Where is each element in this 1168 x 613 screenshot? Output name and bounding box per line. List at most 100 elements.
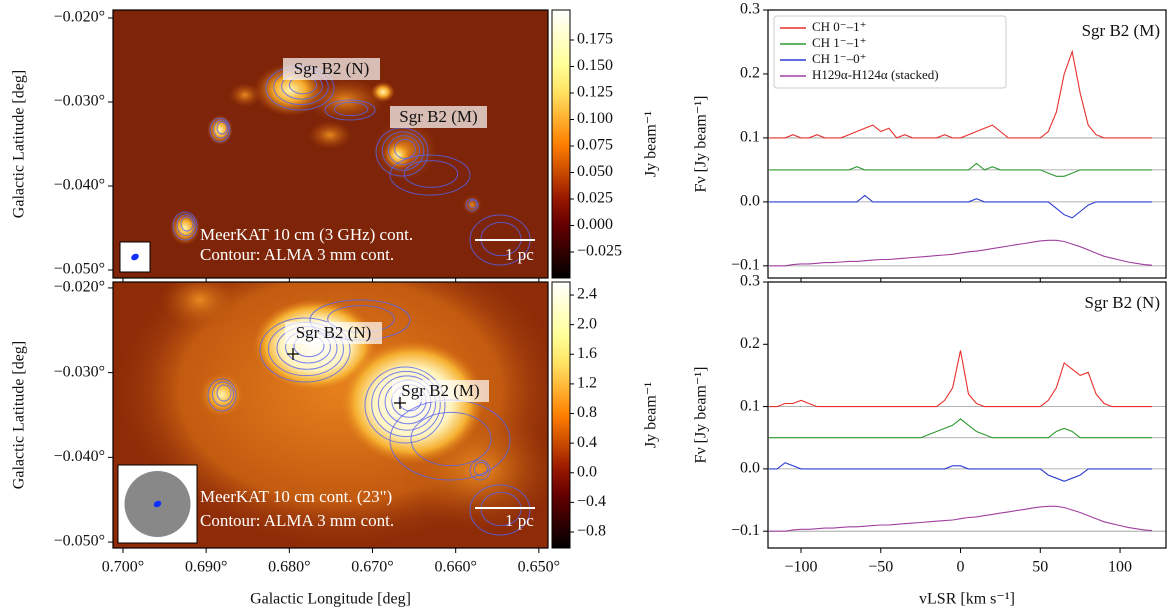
colorbar-tick-label: 1.2 [577, 375, 597, 392]
x-tick-label: 100 [1108, 559, 1132, 576]
contour [473, 461, 489, 477]
x-axis-label: Galactic Longitude [deg] [250, 591, 411, 608]
y-tick-label: −0.030° [54, 93, 105, 110]
frame [112, 281, 549, 549]
spectrum [769, 462, 1152, 482]
y-axis-label: Galactic Latitude [deg] [11, 341, 28, 489]
y-axis-label: Fν [Jy beam⁻¹] [693, 96, 710, 193]
colorbar-tick-label: 0.025 [577, 190, 613, 207]
colorbar-tick-label: 0.4 [577, 434, 597, 451]
y-tick-label: 0.2 [740, 65, 760, 82]
colorbar-tick-label: 0.050 [577, 163, 613, 180]
x-tick-label: 0.670° [351, 559, 393, 576]
spectrum [769, 418, 1152, 439]
y-tick-label: 0.0 [740, 460, 760, 477]
colorbar-tick-label: 0.000 [577, 216, 613, 233]
contour [387, 135, 421, 165]
map-image: Sgr B2 (N) Sgr B2 (M) MeerKAT 10 cm (3 GHz… [113, 10, 548, 278]
emission-blob [207, 115, 233, 145]
y-axis-label: Fν [Jy beam⁻¹] [693, 367, 710, 464]
contour [207, 378, 237, 412]
y-tick-label: −0.030° [54, 363, 105, 380]
y-tick-label: −0.020° [54, 9, 105, 26]
x-tick-label: 50 [1032, 559, 1048, 576]
map-caption: Contour: ALMA 3 mm cont. [200, 245, 394, 264]
contour [468, 199, 478, 209]
label-box [390, 106, 487, 128]
map-image: Sgr B2 (N) Sgr B2 (M) MeerKAT 10 cm cont. … [113, 282, 548, 548]
y-tick-label: −0.050° [54, 261, 105, 278]
y-tick-label: 0.3 [740, 273, 760, 290]
legend-box [773, 15, 1007, 89]
contour [259, 317, 351, 383]
contour [212, 381, 234, 407]
spectrum [769, 194, 1152, 219]
map-caption: MeerKAT 10 cm (3 GHz) cont. [200, 225, 413, 244]
source-label: Sgr B2 (M) [401, 381, 479, 400]
emission-blob [229, 83, 261, 107]
colorbar-tick-label: 0.100 [577, 110, 613, 127]
panel-title: Sgr B2 (N) [1084, 293, 1160, 312]
colorbar-tick-label: 0.0 [577, 463, 597, 480]
x-tick-label: 0.650° [518, 559, 560, 576]
colorbar-tick-label: 2.0 [577, 315, 597, 332]
spectrum [769, 162, 1152, 177]
y-tick-label: −0.1 [731, 522, 760, 539]
source-label: Sgr B2 (N) [296, 323, 372, 342]
x-tick-label: −100 [785, 559, 818, 576]
y-tick-label: 0.2 [740, 335, 760, 352]
colorbar-label: Jy beam⁻¹ [643, 382, 660, 448]
x-axis-label: vLSR [km s⁻¹] [919, 591, 1015, 608]
plot-area [768, 282, 1166, 548]
y-tick-label: −0.040° [54, 448, 105, 465]
contour [180, 216, 194, 232]
scale-label: 1 pc [505, 245, 534, 264]
label-box [283, 58, 380, 80]
x-tick-label: 0.660° [434, 559, 476, 576]
x-tick-label: 0 [957, 559, 965, 576]
y-tick-label: 0.3 [740, 1, 760, 18]
contour [381, 131, 425, 171]
y-tick-label: −0.040° [54, 177, 105, 194]
source-label: Sgr B2 (N) [294, 59, 370, 78]
colorbar-tick-label: 2.4 [577, 286, 597, 303]
contour [333, 101, 369, 117]
contour [216, 121, 228, 135]
scale-label: 1 pc [505, 511, 534, 530]
emission-blob [383, 140, 413, 170]
colorbar-label: Jy beam⁻¹ [643, 111, 660, 177]
spectrum [769, 239, 1153, 267]
colorbar-tick-label: −0.025 [577, 243, 622, 260]
colorbar-tick-label: 0.8 [577, 404, 597, 421]
emission-blob [198, 371, 246, 419]
legend-label: CH 1⁻–1⁺ [812, 35, 867, 50]
contour [469, 484, 531, 536]
contour [389, 154, 471, 196]
contour [176, 214, 196, 236]
y-tick-label: −0.050° [54, 533, 105, 550]
contour [465, 198, 479, 212]
contour [209, 117, 231, 143]
spectrum [769, 350, 1152, 408]
contour [172, 211, 198, 241]
colorbar-tick-label: −0.4 [577, 493, 606, 510]
beam-interferometer [131, 253, 139, 261]
contour [394, 138, 416, 160]
contour [403, 160, 459, 188]
spectrum [769, 49, 1152, 139]
contour [371, 370, 441, 438]
map-caption: MeerKAT 10 cm cont. (23") [200, 487, 392, 506]
x-tick-label: 0.700° [102, 559, 144, 576]
source-cross [394, 397, 406, 409]
frame [112, 9, 549, 279]
source-cross [287, 348, 299, 360]
beam-interferometer [153, 500, 162, 508]
colorbar-tick-label: 0.150 [577, 57, 613, 74]
legend-label: CH 1⁻–0⁺ [812, 51, 867, 66]
contour [324, 99, 376, 121]
y-tick-label: 0.0 [740, 193, 760, 210]
emission-blob [160, 282, 240, 330]
contour [216, 384, 232, 402]
y-axis-label: Galactic Latitude [deg] [11, 70, 28, 218]
